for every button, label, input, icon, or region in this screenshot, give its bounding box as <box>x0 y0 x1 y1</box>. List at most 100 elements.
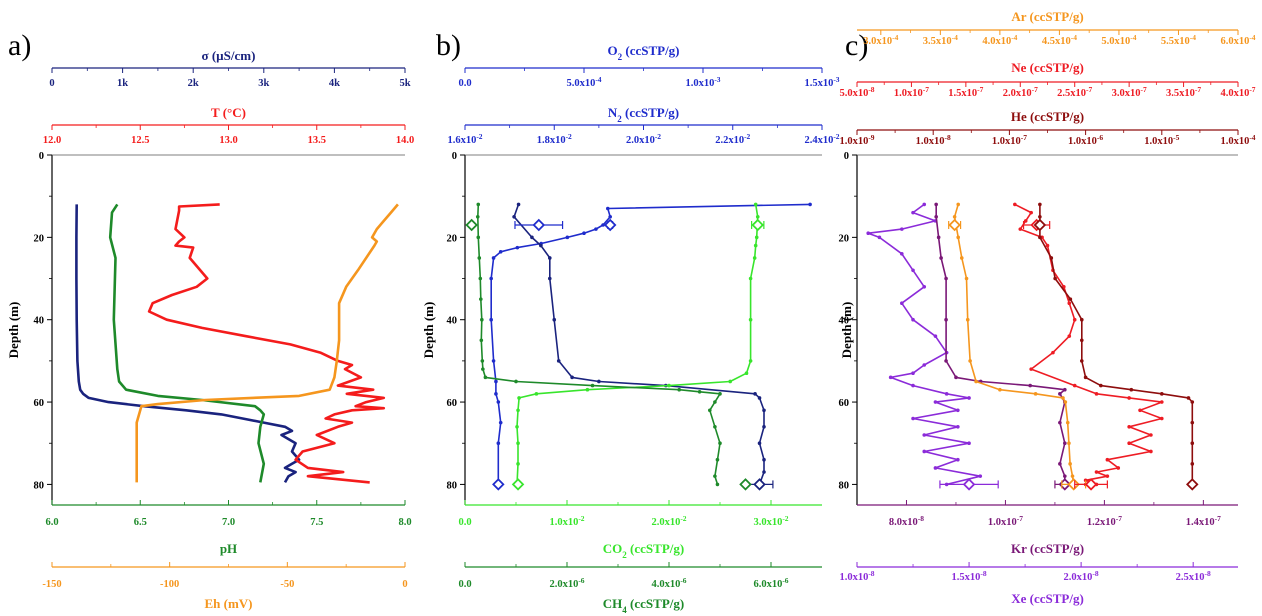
He-data-point <box>1186 396 1191 400</box>
N2-tick-label: 1.6x10-2 <box>447 132 482 147</box>
depth-axis-title: Depth (m) <box>839 302 854 359</box>
N2-data-point <box>762 424 766 429</box>
O2-data-point <box>489 276 493 281</box>
N2-data-point <box>597 379 601 384</box>
pH-series-line <box>108 203 266 483</box>
CO2-tick-label: 2.0x10-2 <box>651 514 686 529</box>
He-diamond-marker <box>1186 478 1199 491</box>
Ar-data-point <box>959 256 964 260</box>
CH4-data-point <box>715 457 720 462</box>
Xe-data-point <box>967 396 971 400</box>
CO2-data-point <box>744 371 749 376</box>
He-data-point <box>1190 441 1195 446</box>
N2-data-point <box>552 317 557 322</box>
CH4-data-point <box>481 367 485 371</box>
N2-data-point <box>762 408 766 413</box>
CO2-data-point <box>748 317 753 322</box>
CH4-data-point <box>590 383 595 388</box>
Ne-data-point <box>1051 350 1055 355</box>
He-data-point <box>1068 297 1073 301</box>
CH4-data-point <box>479 297 483 301</box>
CH4-tick-label: 4.0x10-6 <box>651 576 686 591</box>
CO2-data-point <box>753 202 758 207</box>
Ne-axis-title: Ne (ccSTP/g) <box>1011 60 1084 75</box>
O2-diamond-marker <box>492 478 505 491</box>
O2-tick-label: 0.0 <box>458 78 471 89</box>
depth-tick-label: 80 <box>447 480 458 491</box>
He-data-point <box>1079 338 1084 343</box>
depth-axis-title: Depth (m) <box>421 302 436 359</box>
CO2-tick-label: 1.0x10-2 <box>549 514 584 529</box>
N2-data-point <box>539 243 543 248</box>
Ar-tick-label: 3.5x10-4 <box>923 33 958 48</box>
Ar-data-point <box>952 214 957 219</box>
Ne-data-point <box>1029 367 1033 371</box>
He-tick-label: 1.0x10-8 <box>916 133 951 148</box>
Ar-data-point <box>1061 396 1065 400</box>
Xe-data-point <box>956 457 960 462</box>
Ar-data-point <box>1033 392 1038 396</box>
CH4-diamond-marker <box>739 478 752 491</box>
CO2-diamond-marker <box>511 478 525 491</box>
Eh-axis-title: Eh (mV) <box>204 596 252 611</box>
CO2-tick-label: 3.0x10-2 <box>753 514 788 529</box>
Xe-data-point <box>911 371 915 376</box>
He-data-point <box>1038 214 1042 219</box>
He-tick-label: 1.0x10-4 <box>1220 133 1255 148</box>
Ar-diamond-marker <box>948 218 961 232</box>
CH4-diamond-marker <box>465 218 478 232</box>
N2-data-point <box>762 457 766 462</box>
Xe-data-point <box>956 424 960 429</box>
He-diamond-marker <box>1033 218 1047 232</box>
He-data-point <box>1190 420 1195 425</box>
CO2-data-point <box>667 383 671 388</box>
CO2-data-point <box>748 276 753 281</box>
CH4-data-point <box>715 482 720 487</box>
N2-data-point <box>512 214 516 219</box>
Ne-tick-label: 3.5x10-7 <box>1166 85 1201 100</box>
Kr-data-point <box>934 202 938 207</box>
CO2-data-point <box>728 379 732 384</box>
sigma-series-line <box>75 204 301 484</box>
N2-data-point <box>757 441 762 446</box>
Ar-data-point <box>968 359 972 363</box>
panel-letter-a: a) <box>8 29 31 62</box>
O2-diamond-marker <box>532 218 546 232</box>
depth-tick-label: 20 <box>839 233 850 244</box>
T-series-line <box>147 203 386 484</box>
Ne-data-point <box>1072 383 1077 388</box>
Ne-data-point <box>1116 466 1121 470</box>
Xe-data-point <box>944 392 949 396</box>
Ne-series-line <box>1014 203 1163 486</box>
Xe-data-point <box>922 433 927 437</box>
Ne-data-point <box>1018 227 1023 231</box>
Xe-tick-label: 2.0x10-8 <box>1064 569 1099 584</box>
CO2-tick-label: 0.0 <box>458 517 471 528</box>
depth-tick-label: 0 <box>452 151 457 162</box>
Ar-axis-title: Ar (ccSTP/g) <box>1011 9 1083 24</box>
T-tick-label: 12.5 <box>131 135 149 146</box>
Ne-data-point <box>1067 301 1072 306</box>
CO2-data-point <box>516 408 520 413</box>
CH4-data-point <box>480 359 485 363</box>
Kr-data-point <box>944 359 948 363</box>
Xe-data-point <box>933 334 938 338</box>
Ar-tick-label: 6.0x10-4 <box>1220 33 1255 48</box>
Kr-data-point <box>954 375 958 380</box>
panel-a: a) 0 20 40 60 80 Depth (m) 0 1k 2k 3k 4k 5k σ (µS/cm… <box>6 29 414 611</box>
CO2-data-point <box>516 441 520 446</box>
T-tick-label: 13.0 <box>219 135 237 146</box>
CO2-data-point <box>752 256 757 260</box>
Xe-data-point <box>888 375 893 380</box>
Eh-tick-label: 0 <box>402 579 407 590</box>
O2-data-point <box>498 420 503 425</box>
He-data-point <box>1053 276 1057 281</box>
CH4-tick-label: 0.0 <box>458 579 471 590</box>
Ne-data-point <box>1160 400 1164 404</box>
panel-c: c) 0 20 40 60 80 Depth (m) 3.0x10-4 3.5x10-4 4.0… <box>839 9 1256 606</box>
Ar-data-point <box>965 317 970 322</box>
N2-series-line <box>513 204 765 485</box>
CH4-data-point <box>718 392 722 396</box>
Xe-data-point <box>922 284 927 289</box>
CO2-data-point <box>748 359 753 363</box>
